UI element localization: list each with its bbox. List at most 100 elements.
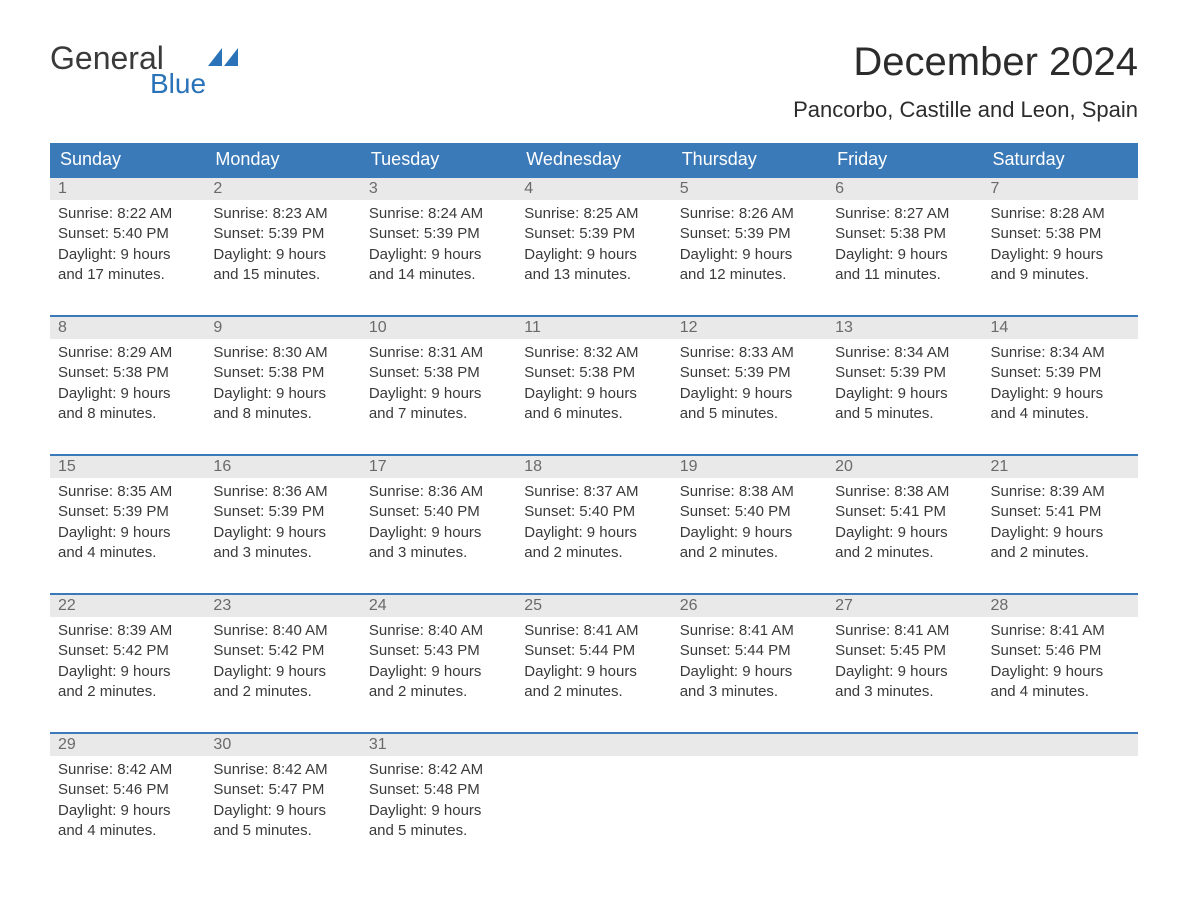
- sunset-text: Sunset: 5:39 PM: [524, 224, 663, 244]
- day-content: Sunrise: 8:42 AMSunset: 5:46 PMDaylight:…: [50, 756, 205, 841]
- sunrise-text: Sunrise: 8:34 AM: [991, 343, 1130, 363]
- sunset-text: Sunset: 5:38 PM: [369, 363, 508, 383]
- calendar-day-cell: [672, 733, 827, 871]
- calendar-day-cell: 31Sunrise: 8:42 AMSunset: 5:48 PMDayligh…: [361, 733, 516, 871]
- daylight-line1: Daylight: 9 hours: [58, 245, 197, 265]
- sunrise-text: Sunrise: 8:23 AM: [213, 204, 352, 224]
- day-content: Sunrise: 8:39 AMSunset: 5:41 PMDaylight:…: [983, 478, 1138, 563]
- sunset-text: Sunset: 5:39 PM: [680, 224, 819, 244]
- header: General Blue December 2024 Pancorbo, Cas…: [50, 40, 1138, 123]
- day-content: Sunrise: 8:41 AMSunset: 5:46 PMDaylight:…: [983, 617, 1138, 702]
- sunrise-text: Sunrise: 8:32 AM: [524, 343, 663, 363]
- calendar-day-cell: 29Sunrise: 8:42 AMSunset: 5:46 PMDayligh…: [50, 733, 205, 871]
- day-content: Sunrise: 8:42 AMSunset: 5:48 PMDaylight:…: [361, 756, 516, 841]
- daylight-line1: Daylight: 9 hours: [524, 245, 663, 265]
- sunset-text: Sunset: 5:39 PM: [835, 363, 974, 383]
- sunrise-text: Sunrise: 8:22 AM: [58, 204, 197, 224]
- daylight-line2: and 2 minutes.: [58, 682, 197, 702]
- daylight-line1: Daylight: 9 hours: [991, 384, 1130, 404]
- sunrise-text: Sunrise: 8:33 AM: [680, 343, 819, 363]
- calendar-day-cell: 28Sunrise: 8:41 AMSunset: 5:46 PMDayligh…: [983, 594, 1138, 733]
- day-content: Sunrise: 8:31 AMSunset: 5:38 PMDaylight:…: [361, 339, 516, 424]
- daylight-line1: Daylight: 9 hours: [58, 662, 197, 682]
- sunrise-text: Sunrise: 8:37 AM: [524, 482, 663, 502]
- day-number: 21: [983, 456, 1138, 478]
- day-content: Sunrise: 8:34 AMSunset: 5:39 PMDaylight:…: [983, 339, 1138, 424]
- sunset-text: Sunset: 5:38 PM: [213, 363, 352, 383]
- day-number: 20: [827, 456, 982, 478]
- col-saturday: Saturday: [983, 143, 1138, 177]
- sunrise-text: Sunrise: 8:38 AM: [835, 482, 974, 502]
- daylight-line2: and 2 minutes.: [680, 543, 819, 563]
- day-number: 17: [361, 456, 516, 478]
- calendar-day-cell: 1Sunrise: 8:22 AMSunset: 5:40 PMDaylight…: [50, 177, 205, 316]
- daylight-line1: Daylight: 9 hours: [991, 523, 1130, 543]
- sunset-text: Sunset: 5:39 PM: [991, 363, 1130, 383]
- day-content: Sunrise: 8:42 AMSunset: 5:47 PMDaylight:…: [205, 756, 360, 841]
- calendar-day-cell: 22Sunrise: 8:39 AMSunset: 5:42 PMDayligh…: [50, 594, 205, 733]
- calendar-day-cell: [516, 733, 671, 871]
- sunset-text: Sunset: 5:43 PM: [369, 641, 508, 661]
- day-content: Sunrise: 8:27 AMSunset: 5:38 PMDaylight:…: [827, 200, 982, 285]
- day-content: Sunrise: 8:39 AMSunset: 5:42 PMDaylight:…: [50, 617, 205, 702]
- sunset-text: Sunset: 5:38 PM: [524, 363, 663, 383]
- sunset-text: Sunset: 5:41 PM: [991, 502, 1130, 522]
- sunset-text: Sunset: 5:40 PM: [524, 502, 663, 522]
- daylight-line2: and 2 minutes.: [369, 682, 508, 702]
- daylight-line1: Daylight: 9 hours: [58, 523, 197, 543]
- calendar-day-cell: 16Sunrise: 8:36 AMSunset: 5:39 PMDayligh…: [205, 455, 360, 594]
- sunset-text: Sunset: 5:39 PM: [213, 502, 352, 522]
- daylight-line1: Daylight: 9 hours: [835, 245, 974, 265]
- daylight-line2: and 12 minutes.: [680, 265, 819, 285]
- sunset-text: Sunset: 5:44 PM: [524, 641, 663, 661]
- daylight-line2: and 13 minutes.: [524, 265, 663, 285]
- day-content: Sunrise: 8:41 AMSunset: 5:44 PMDaylight:…: [516, 617, 671, 702]
- daylight-line2: and 6 minutes.: [524, 404, 663, 424]
- sunset-text: Sunset: 5:44 PM: [680, 641, 819, 661]
- day-content: Sunrise: 8:33 AMSunset: 5:39 PMDaylight:…: [672, 339, 827, 424]
- daylight-line1: Daylight: 9 hours: [680, 384, 819, 404]
- sunrise-text: Sunrise: 8:35 AM: [58, 482, 197, 502]
- daylight-line1: Daylight: 9 hours: [991, 245, 1130, 265]
- day-content: Sunrise: 8:22 AMSunset: 5:40 PMDaylight:…: [50, 200, 205, 285]
- day-content: Sunrise: 8:36 AMSunset: 5:40 PMDaylight:…: [361, 478, 516, 563]
- col-friday: Friday: [827, 143, 982, 177]
- daylight-line2: and 2 minutes.: [991, 543, 1130, 563]
- calendar-day-cell: 23Sunrise: 8:40 AMSunset: 5:42 PMDayligh…: [205, 594, 360, 733]
- sunrise-text: Sunrise: 8:41 AM: [991, 621, 1130, 641]
- daylight-line2: and 5 minutes.: [213, 821, 352, 841]
- day-content: Sunrise: 8:36 AMSunset: 5:39 PMDaylight:…: [205, 478, 360, 563]
- calendar-table: Sunday Monday Tuesday Wednesday Thursday…: [50, 143, 1138, 871]
- day-number: 10: [361, 317, 516, 339]
- daylight-line1: Daylight: 9 hours: [213, 245, 352, 265]
- sunset-text: Sunset: 5:39 PM: [58, 502, 197, 522]
- day-number: 14: [983, 317, 1138, 339]
- daylight-line1: Daylight: 9 hours: [524, 384, 663, 404]
- daylight-line2: and 3 minutes.: [369, 543, 508, 563]
- day-content: Sunrise: 8:32 AMSunset: 5:38 PMDaylight:…: [516, 339, 671, 424]
- daylight-line2: and 9 minutes.: [991, 265, 1130, 285]
- empty-day-bar: [983, 734, 1138, 756]
- day-number: 4: [516, 178, 671, 200]
- daylight-line2: and 7 minutes.: [369, 404, 508, 424]
- sunrise-text: Sunrise: 8:36 AM: [213, 482, 352, 502]
- day-number: 12: [672, 317, 827, 339]
- calendar-day-cell: 2Sunrise: 8:23 AMSunset: 5:39 PMDaylight…: [205, 177, 360, 316]
- day-content: Sunrise: 8:41 AMSunset: 5:45 PMDaylight:…: [827, 617, 982, 702]
- sunset-text: Sunset: 5:40 PM: [369, 502, 508, 522]
- daylight-line1: Daylight: 9 hours: [369, 384, 508, 404]
- sunset-text: Sunset: 5:40 PM: [680, 502, 819, 522]
- calendar-day-cell: 15Sunrise: 8:35 AMSunset: 5:39 PMDayligh…: [50, 455, 205, 594]
- col-sunday: Sunday: [50, 143, 205, 177]
- day-number: 18: [516, 456, 671, 478]
- day-number: 9: [205, 317, 360, 339]
- day-number: 28: [983, 595, 1138, 617]
- calendar-day-cell: 20Sunrise: 8:38 AMSunset: 5:41 PMDayligh…: [827, 455, 982, 594]
- sunset-text: Sunset: 5:46 PM: [991, 641, 1130, 661]
- calendar-week-row: 15Sunrise: 8:35 AMSunset: 5:39 PMDayligh…: [50, 455, 1138, 594]
- sunrise-text: Sunrise: 8:40 AM: [213, 621, 352, 641]
- daylight-line1: Daylight: 9 hours: [680, 523, 819, 543]
- day-content: Sunrise: 8:24 AMSunset: 5:39 PMDaylight:…: [361, 200, 516, 285]
- day-content: Sunrise: 8:23 AMSunset: 5:39 PMDaylight:…: [205, 200, 360, 285]
- day-content: Sunrise: 8:41 AMSunset: 5:44 PMDaylight:…: [672, 617, 827, 702]
